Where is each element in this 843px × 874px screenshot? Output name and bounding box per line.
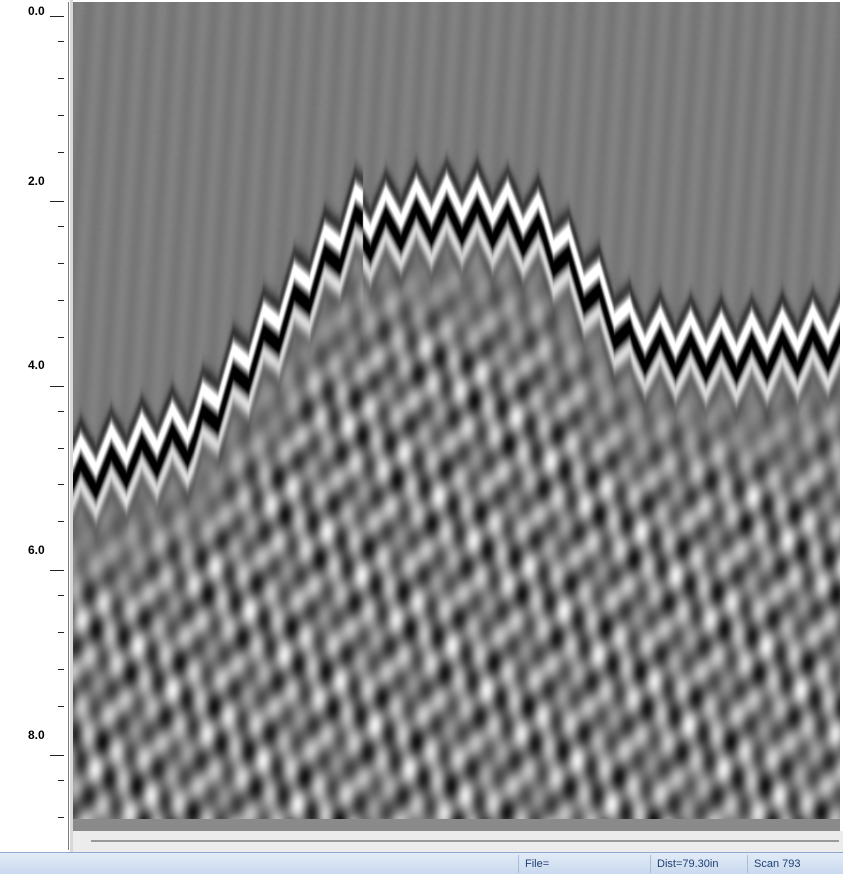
depth-minor-tick bbox=[58, 706, 64, 708]
depth-minor-tick bbox=[58, 521, 64, 523]
depth-minor-tick bbox=[58, 595, 64, 597]
depth-major-tick bbox=[50, 570, 64, 572]
depth-label-0: 0.0 bbox=[28, 4, 45, 18]
depth-label-4: 4.0 bbox=[28, 358, 45, 372]
depth-minor-tick bbox=[58, 77, 64, 79]
radargram-bottom-edge bbox=[73, 819, 840, 831]
depth-minor-tick bbox=[58, 780, 64, 782]
depth-minor-tick bbox=[58, 484, 64, 486]
depth-ruler: 0.0 2.0 4.0 6.0 8.0 bbox=[0, 0, 70, 852]
depth-minor-tick bbox=[58, 669, 64, 671]
depth-minor-tick bbox=[58, 40, 64, 42]
scrollbar-track[interactable] bbox=[91, 840, 839, 842]
depth-major-tick bbox=[50, 385, 64, 387]
radargram-view[interactable] bbox=[73, 2, 840, 819]
depth-minor-tick bbox=[58, 151, 64, 153]
depth-minor-tick bbox=[58, 447, 64, 449]
depth-label-8: 8.0 bbox=[28, 728, 45, 742]
depth-minor-tick bbox=[58, 632, 64, 634]
ruler-splitter[interactable] bbox=[70, 0, 73, 852]
status-scan: Scan 793 bbox=[747, 855, 843, 873]
depth-minor-tick bbox=[58, 336, 64, 338]
depth-minor-tick bbox=[58, 262, 64, 264]
status-distance: Dist=79.30in bbox=[650, 855, 746, 873]
depth-minor-tick bbox=[58, 225, 64, 227]
depth-minor-tick bbox=[58, 299, 64, 301]
status-bar: File= Dist=79.30in Scan 793 bbox=[0, 852, 843, 874]
radargram-canvas[interactable] bbox=[73, 2, 840, 819]
horizontal-scrollbar[interactable] bbox=[73, 831, 843, 852]
depth-label-2: 2.0 bbox=[28, 174, 45, 188]
depth-minor-tick bbox=[58, 410, 64, 412]
depth-major-tick bbox=[50, 16, 64, 17]
depth-label-6: 6.0 bbox=[28, 543, 45, 557]
depth-minor-tick bbox=[58, 114, 64, 116]
depth-minor-tick bbox=[58, 817, 64, 819]
depth-major-tick bbox=[50, 200, 64, 202]
status-file: File= bbox=[518, 855, 648, 873]
depth-ruler-line bbox=[68, 2, 69, 850]
depth-major-tick bbox=[50, 755, 64, 757]
